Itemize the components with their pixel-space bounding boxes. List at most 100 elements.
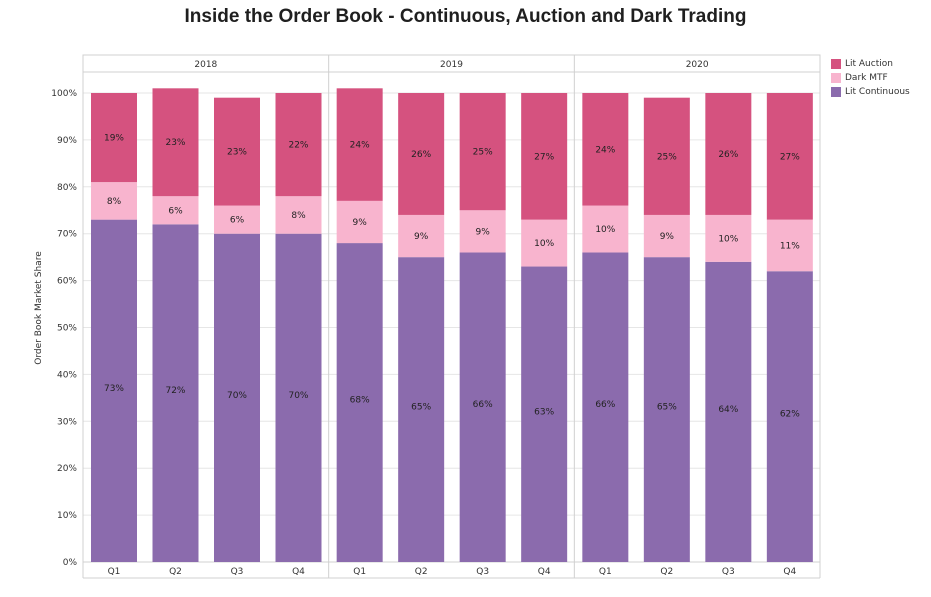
x-tick-label: Q3	[476, 567, 489, 577]
bar-lit-continuous	[336, 243, 383, 562]
data-label: 19%	[104, 134, 124, 144]
data-label: 66%	[473, 400, 493, 410]
data-label: 68%	[350, 396, 370, 406]
x-tick-label: Q4	[783, 567, 796, 577]
bar-lit-continuous	[521, 266, 568, 562]
data-label: 66%	[595, 400, 615, 410]
data-label: 9%	[660, 232, 675, 242]
x-tick-label: Q1	[353, 567, 366, 577]
data-label: 23%	[227, 148, 247, 158]
bar-lit-auction	[336, 88, 383, 201]
data-label: 25%	[473, 148, 493, 158]
y-tick-label: 30%	[57, 417, 77, 427]
data-label: 64%	[718, 405, 738, 415]
legend-swatch	[831, 73, 841, 83]
bar-dark-mtf	[521, 219, 568, 267]
legend-item: Lit Continuous	[831, 85, 910, 99]
x-tick-label: Q3	[231, 567, 244, 577]
data-label: 27%	[780, 152, 800, 162]
data-label: 22%	[288, 141, 308, 151]
bar-dark-mtf	[152, 196, 199, 225]
x-tick-label: Q1	[108, 567, 121, 577]
data-label: 11%	[780, 241, 800, 251]
x-tick-label: Q3	[722, 567, 735, 577]
y-tick-label: 50%	[57, 324, 77, 334]
bar-lit-auction	[582, 93, 629, 206]
data-label: 23%	[165, 138, 185, 148]
data-label: 9%	[414, 232, 429, 242]
x-tick-label: Q2	[415, 567, 428, 577]
data-label: 70%	[227, 391, 247, 401]
y-tick-label: 20%	[57, 464, 77, 474]
legend-item: Dark MTF	[831, 71, 910, 85]
y-tick-label: 10%	[57, 511, 77, 521]
bar-lit-continuous	[582, 252, 629, 562]
data-label: 9%	[353, 218, 368, 228]
data-label: 6%	[168, 206, 183, 216]
chart-legend: Lit Auction Dark MTF Lit Continuous	[831, 57, 910, 99]
data-label: 6%	[230, 216, 245, 226]
y-tick-label: 80%	[57, 183, 77, 193]
bar-lit-auction	[214, 97, 260, 206]
bar-lit-auction	[459, 93, 506, 211]
group-label: 2019	[440, 60, 463, 70]
data-label: 70%	[288, 391, 308, 401]
bar-lit-continuous	[459, 252, 506, 562]
data-label: 8%	[291, 211, 306, 221]
data-label: 24%	[595, 145, 615, 155]
data-label: 8%	[107, 197, 122, 207]
data-label: 10%	[718, 234, 738, 244]
y-tick-label: 90%	[57, 136, 77, 146]
x-tick-label: Q2	[660, 567, 673, 577]
bar-lit-continuous	[214, 233, 260, 562]
legend-label: Dark MTF	[845, 73, 888, 83]
data-label: 25%	[657, 152, 677, 162]
data-label: 62%	[780, 410, 800, 420]
bar-lit-auction	[91, 93, 137, 183]
legend-label: Lit Auction	[845, 59, 893, 69]
bar-dark-mtf	[705, 214, 752, 262]
bar-lit-auction	[705, 93, 752, 215]
bar-dark-mtf	[91, 182, 137, 220]
bar-dark-mtf	[398, 214, 445, 258]
bar-lit-continuous	[766, 271, 813, 562]
bar-lit-auction	[766, 93, 813, 220]
bar-dark-mtf	[275, 196, 322, 234]
bar-lit-auction	[643, 97, 690, 215]
data-label: 72%	[165, 386, 185, 396]
data-label: 27%	[534, 152, 554, 162]
bar-dark-mtf	[582, 205, 629, 253]
bar-lit-auction	[521, 93, 568, 220]
data-label: 10%	[595, 225, 615, 235]
bar-lit-continuous	[91, 219, 137, 562]
data-label: 63%	[534, 407, 554, 417]
x-tick-label: Q2	[169, 567, 182, 577]
bar-dark-mtf	[459, 210, 506, 253]
x-tick-label: Q4	[292, 567, 305, 577]
x-tick-label: Q4	[538, 567, 551, 577]
y-tick-label: 0%	[63, 558, 78, 568]
x-tick-label: Q1	[599, 567, 612, 577]
y-tick-label: 70%	[57, 230, 77, 240]
bar-lit-continuous	[705, 261, 752, 562]
y-axis-title: Order Book Market Share	[34, 251, 44, 365]
chart-title: Inside the Order Book - Continuous, Auct…	[184, 6, 747, 27]
legend-swatch	[831, 59, 841, 69]
group-label: 2018	[194, 60, 217, 70]
legend-label: Lit Continuous	[845, 87, 910, 97]
bar-lit-auction	[398, 93, 445, 215]
data-label: 9%	[476, 227, 491, 237]
data-label: 65%	[411, 403, 431, 413]
group-label: 2020	[686, 60, 709, 70]
data-label: 65%	[657, 403, 677, 413]
data-label: 73%	[104, 384, 124, 394]
y-tick-label: 100%	[51, 89, 77, 99]
bar-lit-continuous	[398, 257, 445, 562]
bar-lit-continuous	[643, 257, 690, 562]
data-label: 24%	[350, 141, 370, 151]
data-label: 26%	[718, 150, 738, 160]
bar-dark-mtf	[643, 214, 690, 258]
data-label: 10%	[534, 239, 554, 249]
bar-lit-auction	[275, 93, 322, 197]
